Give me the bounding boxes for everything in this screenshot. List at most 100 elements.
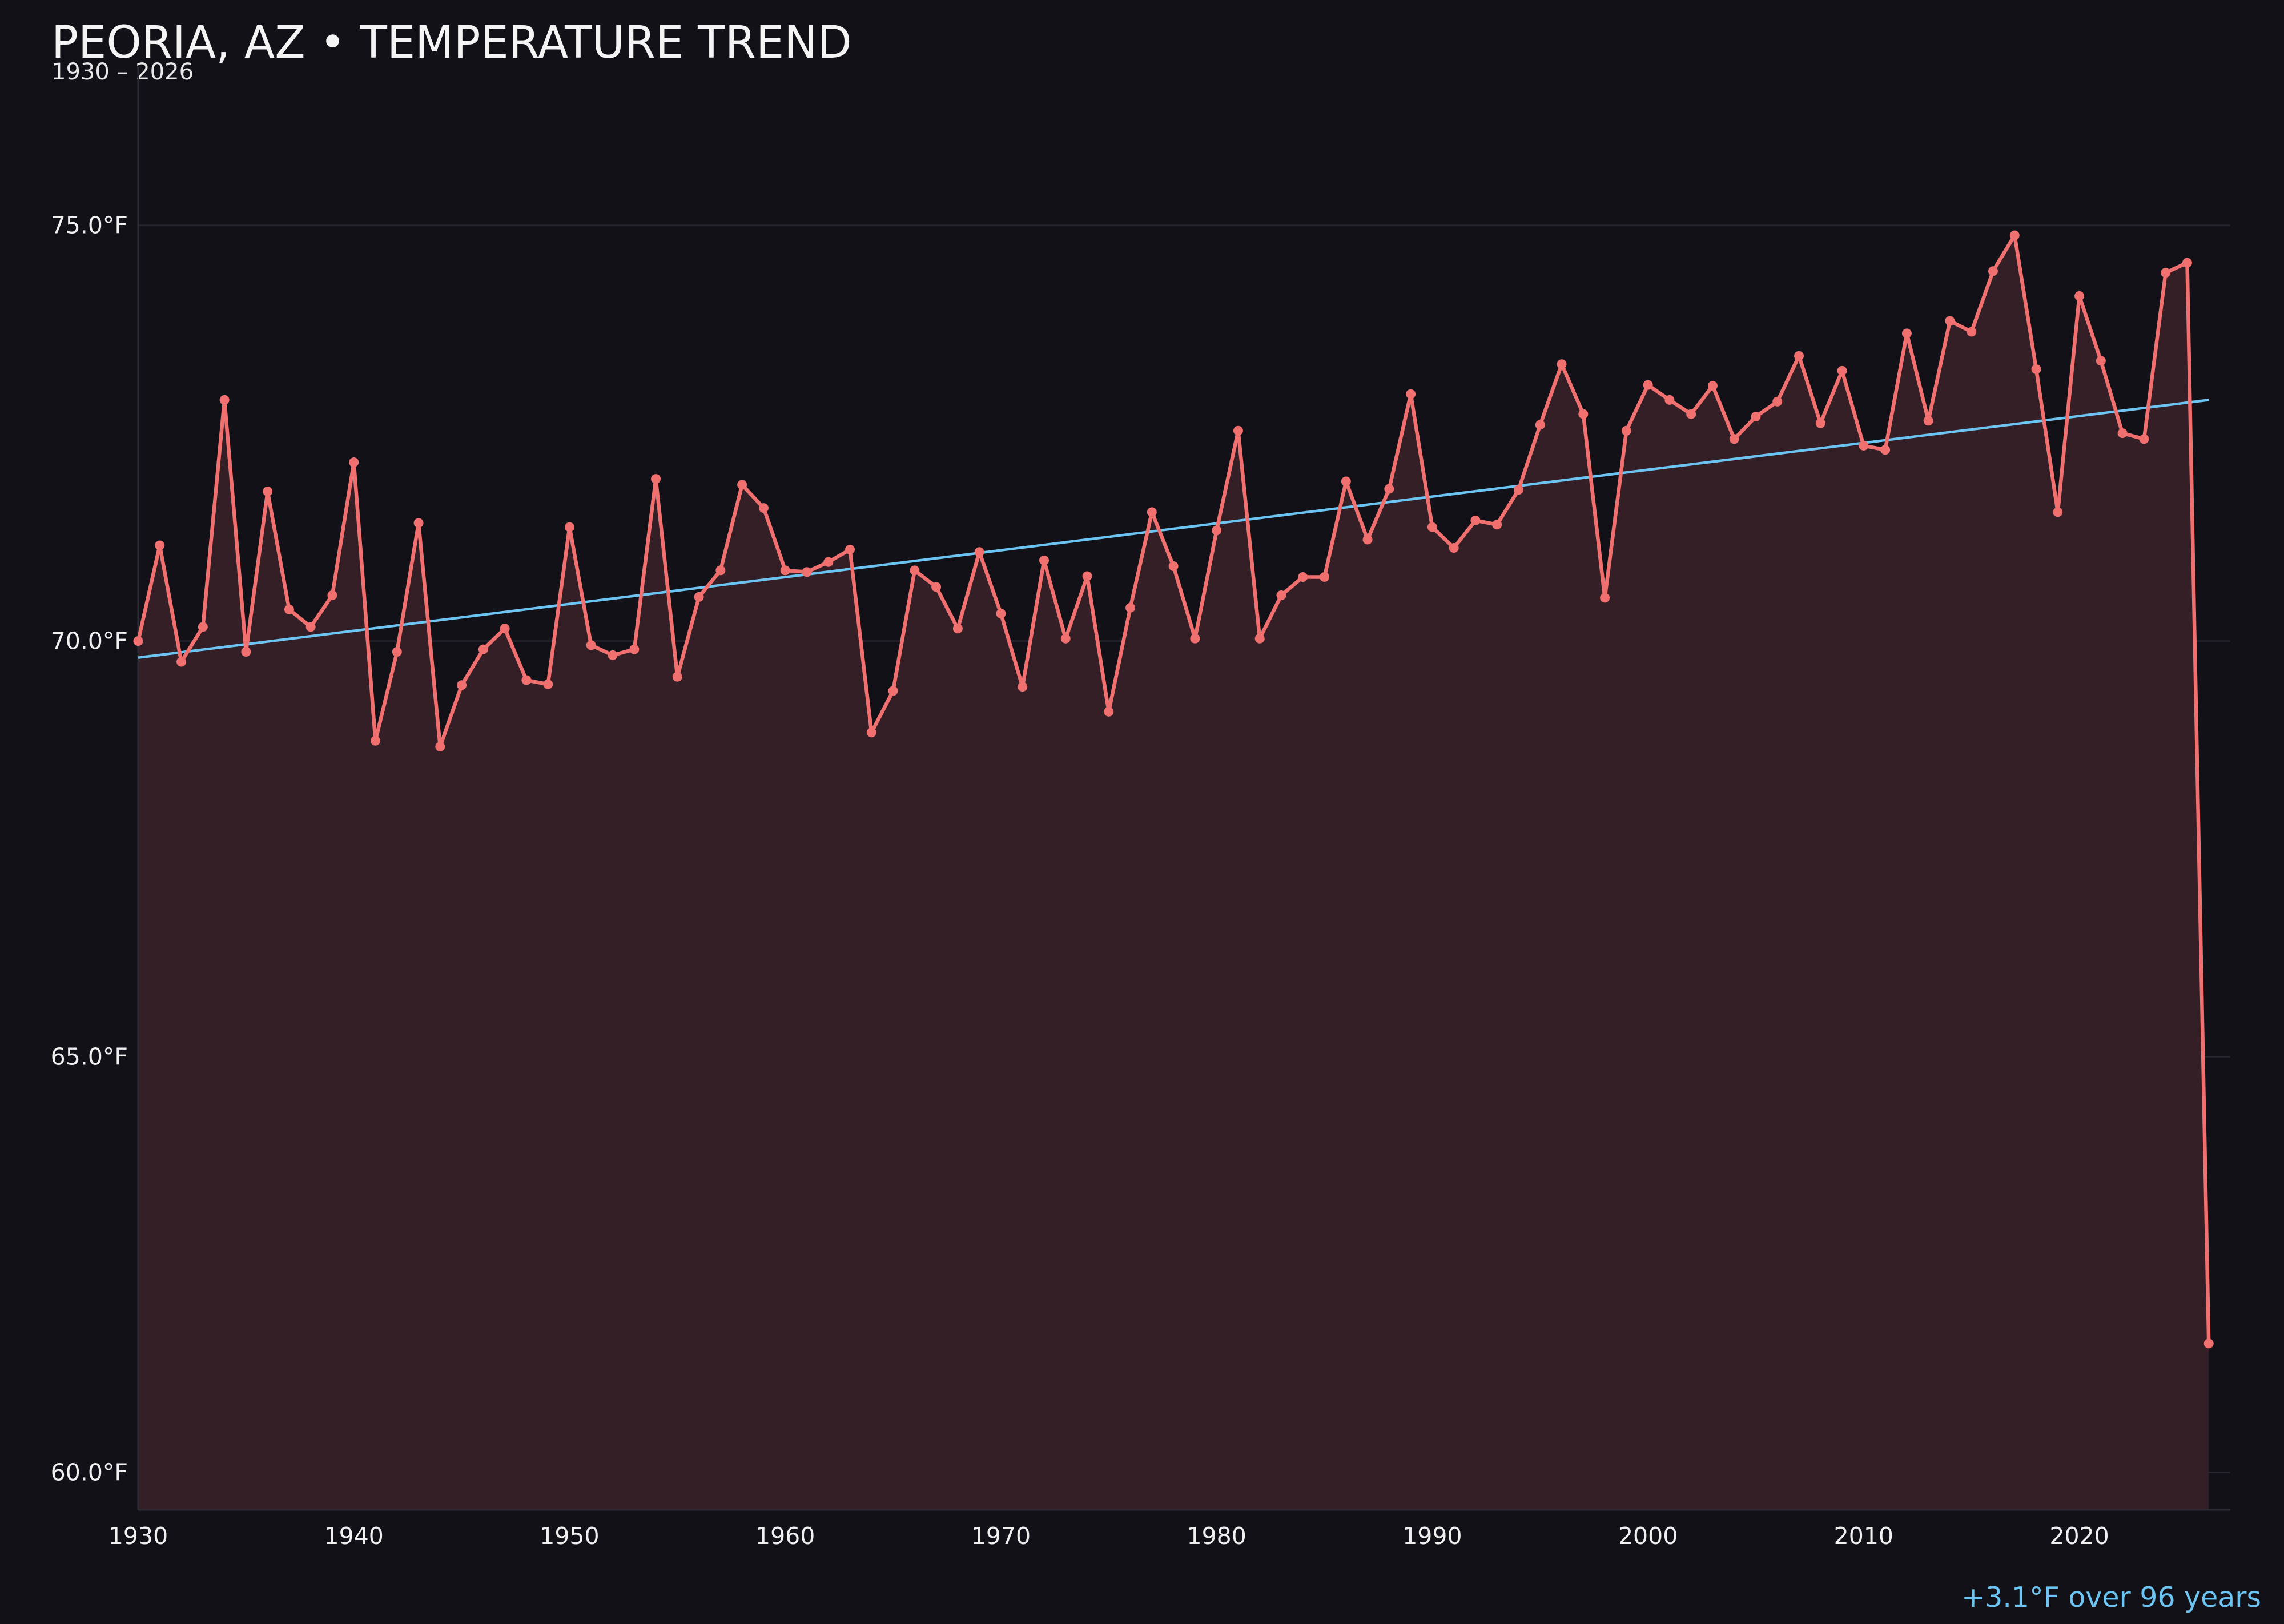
- data-point-1956: [694, 592, 704, 602]
- trend-annotation: +3.1°F over 96 years: [1961, 1581, 2261, 1614]
- data-point-1957: [715, 565, 726, 576]
- x-tick-label-4: 1970: [971, 1522, 1031, 1550]
- data-point-1992: [1470, 515, 1481, 525]
- data-point-1965: [888, 686, 898, 696]
- data-point-1955: [672, 672, 682, 682]
- data-point-1931: [155, 540, 165, 550]
- y-tick-label-1: 65.0°F: [51, 1043, 128, 1071]
- data-point-1945: [457, 680, 467, 690]
- data-point-2014: [1945, 316, 1955, 326]
- data-point-1939: [327, 590, 337, 601]
- x-tick-label-5: 1980: [1187, 1522, 1246, 1550]
- data-point-1980: [1212, 525, 1222, 536]
- data-point-2009: [1837, 365, 1847, 376]
- data-point-2022: [2117, 428, 2128, 439]
- y-tick-label-3: 75.0°F: [51, 212, 128, 239]
- data-point-2023: [2139, 434, 2149, 444]
- data-point-2021: [2096, 356, 2106, 366]
- y-tick-label-0: 60.0°F: [51, 1458, 128, 1486]
- chart-subtitle: 1930 – 2026: [51, 59, 194, 85]
- data-point-1930: [133, 636, 143, 646]
- data-point-1934: [219, 395, 230, 405]
- data-point-2024: [2161, 268, 2171, 278]
- data-point-1946: [478, 644, 488, 654]
- x-tick-label-1: 1940: [324, 1522, 384, 1550]
- data-point-2011: [1880, 445, 1891, 455]
- data-point-2010: [1859, 440, 1869, 451]
- data-point-1953: [629, 644, 640, 654]
- data-point-1975: [1104, 706, 1114, 717]
- data-point-1989: [1406, 389, 1416, 399]
- data-point-2002: [1686, 409, 1696, 419]
- data-point-1985: [1320, 572, 1330, 582]
- data-point-1997: [1578, 409, 1589, 419]
- data-point-2013: [1923, 416, 1933, 426]
- data-point-1943: [413, 518, 424, 528]
- data-point-1951: [586, 640, 596, 650]
- x-tick-label-2: 1950: [540, 1522, 599, 1550]
- data-point-1981: [1233, 425, 1243, 436]
- data-point-1942: [392, 647, 402, 657]
- data-point-1959: [758, 503, 769, 513]
- x-tick-label-6: 1990: [1402, 1522, 1462, 1550]
- data-point-1936: [263, 487, 273, 497]
- data-point-1960: [780, 565, 790, 576]
- data-point-2007: [1794, 351, 1804, 361]
- data-point-1933: [198, 622, 208, 632]
- data-point-2004: [1729, 434, 1739, 444]
- data-point-1940: [349, 457, 359, 468]
- temperature-area-fill: [138, 235, 2209, 1510]
- data-point-1969: [974, 547, 984, 557]
- data-point-1973: [1060, 633, 1071, 644]
- data-point-1988: [1384, 484, 1394, 494]
- data-point-1999: [1621, 425, 1631, 436]
- data-point-1977: [1147, 507, 1157, 517]
- data-point-1961: [802, 567, 812, 577]
- data-point-2006: [1772, 396, 1783, 407]
- data-point-2026: [2203, 1338, 2214, 1349]
- data-point-1971: [1018, 682, 1028, 692]
- data-point-1949: [543, 679, 553, 689]
- data-point-1991: [1449, 543, 1459, 553]
- data-point-1958: [737, 480, 747, 490]
- data-point-1950: [564, 522, 574, 532]
- data-point-1935: [241, 647, 251, 657]
- data-point-2000: [1643, 380, 1653, 390]
- data-point-2003: [1707, 381, 1718, 391]
- data-point-2008: [1815, 418, 1825, 428]
- data-point-2005: [1751, 411, 1761, 421]
- data-point-1948: [521, 675, 532, 685]
- temperature-points: [133, 230, 2214, 1349]
- data-point-1952: [608, 650, 618, 660]
- data-point-1970: [996, 609, 1006, 619]
- data-point-1944: [435, 741, 445, 751]
- data-point-1963: [845, 544, 855, 554]
- data-point-1993: [1492, 520, 1502, 530]
- data-point-1982: [1254, 633, 1265, 644]
- y-tick-label-2: 70.0°F: [51, 628, 128, 655]
- data-point-1978: [1168, 561, 1179, 572]
- data-point-1983: [1276, 590, 1286, 601]
- data-point-1998: [1600, 593, 1610, 603]
- data-point-1990: [1427, 522, 1437, 532]
- data-point-1974: [1082, 571, 1092, 581]
- data-point-2020: [2074, 291, 2085, 301]
- data-point-1947: [500, 624, 510, 634]
- data-point-2018: [2031, 364, 2041, 374]
- data-point-1941: [371, 735, 381, 746]
- data-point-1937: [284, 604, 294, 614]
- data-point-1962: [823, 557, 834, 567]
- x-tick-label-3: 1960: [755, 1522, 815, 1550]
- data-point-1995: [1535, 420, 1545, 430]
- data-point-1979: [1190, 633, 1200, 644]
- data-point-1987: [1362, 534, 1373, 545]
- data-point-1972: [1039, 555, 1049, 565]
- data-point-2016: [1988, 266, 1998, 276]
- data-point-1968: [952, 624, 963, 634]
- data-point-1932: [176, 657, 187, 667]
- data-point-1986: [1341, 476, 1351, 487]
- data-point-1954: [651, 474, 661, 484]
- y-axis-ticks: 60.0°F 65.0°F 70.0°F 75.0°F: [51, 212, 128, 1486]
- data-point-2017: [2009, 230, 2020, 240]
